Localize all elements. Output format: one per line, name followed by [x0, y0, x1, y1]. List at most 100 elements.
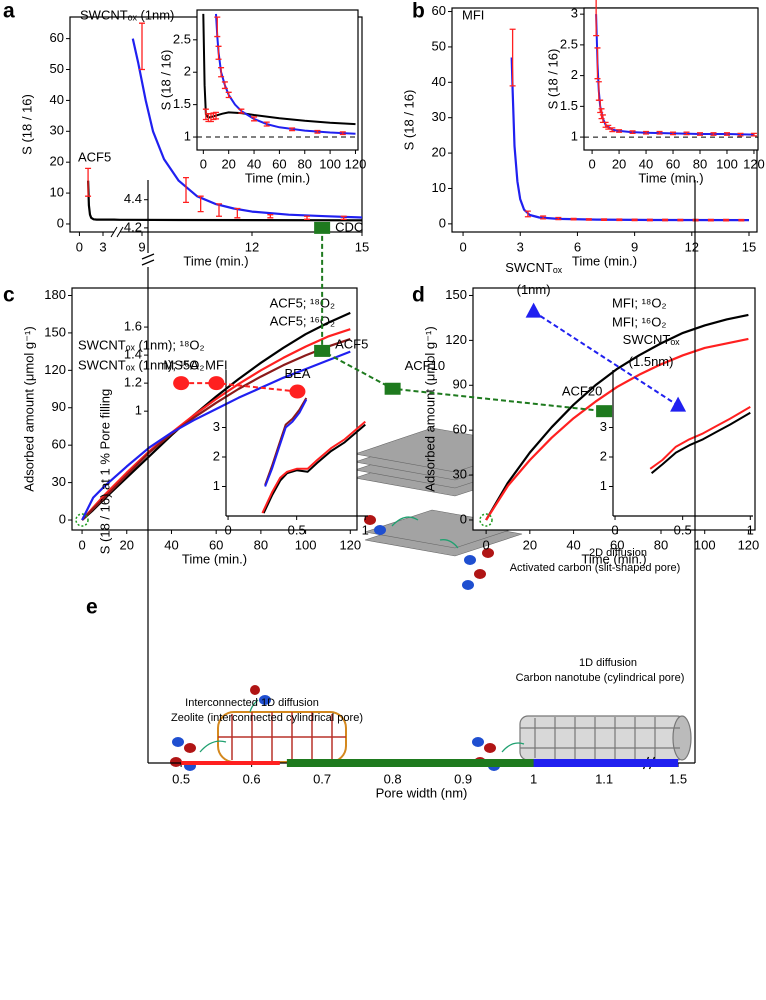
annotation: 1D diffusion	[579, 657, 637, 669]
y-tick-label: 1	[184, 128, 191, 143]
oxygen	[184, 743, 196, 753]
line	[131, 38, 363, 219]
error-bar	[697, 132, 703, 136]
x-tick-label: 3	[517, 239, 524, 254]
panel-label: a	[3, 0, 15, 23]
axis-break-mark	[141, 253, 155, 266]
error-bar	[609, 127, 616, 133]
error-bar	[629, 130, 636, 135]
molecules	[170, 515, 525, 771]
point-label: SWCNTₒₓ	[623, 332, 681, 347]
y-axis-label: S (18 / 16)	[401, 90, 416, 151]
x-axis-label: Time (min.)	[581, 551, 646, 566]
x-tick-label: 0.5	[674, 522, 692, 537]
error-bar	[710, 132, 717, 136]
point	[173, 376, 190, 391]
point	[314, 344, 331, 357]
x-tick-label: 40	[247, 156, 261, 171]
range-bar	[181, 761, 280, 765]
series-label: SWCNTₒₓ (1nm)	[80, 7, 174, 22]
x-tick-label: 12	[245, 239, 259, 254]
error-bar	[540, 215, 547, 220]
error-bar	[289, 127, 296, 132]
y-tick-label: 1.5	[560, 98, 578, 113]
error-bar	[738, 218, 745, 222]
error-bar	[692, 218, 699, 222]
error-bar	[662, 218, 669, 222]
error-bar	[646, 218, 653, 222]
series-label: MFI; ¹⁸O₂	[612, 295, 667, 310]
axis-break	[144, 253, 152, 267]
x-tick-label: 1.1	[595, 771, 613, 786]
point	[670, 396, 687, 412]
x-tick-label: 40	[164, 537, 178, 552]
x-tick-label: 9	[631, 239, 638, 254]
error-bar	[218, 67, 225, 78]
x-tick-label: 20	[523, 537, 537, 552]
x-tick-label: 80	[254, 537, 268, 552]
error-bar	[234, 207, 241, 219]
x-tick-label: 15	[742, 239, 756, 254]
x-tick-label: 0.9	[454, 771, 472, 786]
line	[262, 423, 366, 514]
series-label: ACF5; ¹⁸O₂	[270, 295, 335, 310]
x-axis-label: Pore width (nm)	[376, 785, 468, 800]
y-tick-label: 3	[571, 6, 578, 21]
oxygen	[482, 548, 494, 558]
point-label: MFI	[205, 358, 227, 373]
y-tick-label: 0	[59, 511, 66, 526]
x-tick-label: 20	[221, 156, 235, 171]
x-axis-label: Time (min.)	[245, 170, 310, 185]
y-tick-label: 40	[432, 74, 446, 89]
y-tick-label: 4.2	[124, 219, 142, 234]
error-bar	[616, 218, 623, 222]
error-bar	[251, 116, 258, 122]
connector	[533, 310, 679, 407]
y-tick-label: 1	[571, 129, 578, 144]
y-tick-label: 10	[432, 180, 446, 195]
error-bar	[585, 218, 592, 221]
line	[81, 338, 351, 521]
error-bar	[183, 176, 189, 203]
y-tick-label: 40	[50, 92, 64, 107]
point-label: ACF20	[562, 384, 602, 399]
series-label: ACF5	[78, 149, 111, 164]
y-tick-label: 1.4	[124, 347, 142, 362]
tube	[519, 715, 686, 761]
error-bar	[737, 132, 744, 137]
series-label: SWCNTₒₓ (1nm); ¹⁶O₂	[78, 357, 204, 372]
y-tick-label: 0	[460, 511, 467, 526]
point-label: ACF5	[335, 336, 368, 351]
range-bar	[286, 759, 612, 767]
error-bar	[597, 99, 604, 114]
x-tick-label: 60	[272, 156, 286, 171]
y-tick-label: 0	[57, 215, 64, 230]
y-tick-label: 60	[50, 30, 64, 45]
error-bar	[570, 217, 577, 221]
error-bar	[524, 210, 531, 218]
point	[289, 384, 306, 399]
y-tick-label: 1	[213, 478, 220, 493]
x-tick-label: 0	[588, 156, 595, 171]
point	[384, 382, 401, 395]
point	[314, 221, 331, 234]
y-tick-label: 3	[600, 419, 607, 434]
y-tick-label: 30	[52, 474, 66, 489]
x-tick-label: 100	[694, 537, 716, 552]
tube-end	[672, 715, 692, 761]
series-label: MFI; ¹⁶O₂	[612, 314, 666, 329]
error-bar	[340, 215, 347, 220]
x-tick-label: 0.5	[288, 522, 306, 537]
line	[510, 57, 750, 222]
error-bar	[723, 218, 730, 222]
x-tick-label: 20	[612, 156, 626, 171]
axes-frame	[196, 9, 359, 151]
oxygen	[484, 743, 496, 753]
x-tick-label: 15	[355, 239, 369, 254]
origin-marker	[75, 513, 89, 527]
origin-marker	[479, 513, 493, 527]
error-bar	[304, 215, 310, 220]
series-label: MFI	[462, 7, 484, 22]
line	[485, 337, 749, 521]
y-tick-label: 60	[52, 437, 66, 452]
